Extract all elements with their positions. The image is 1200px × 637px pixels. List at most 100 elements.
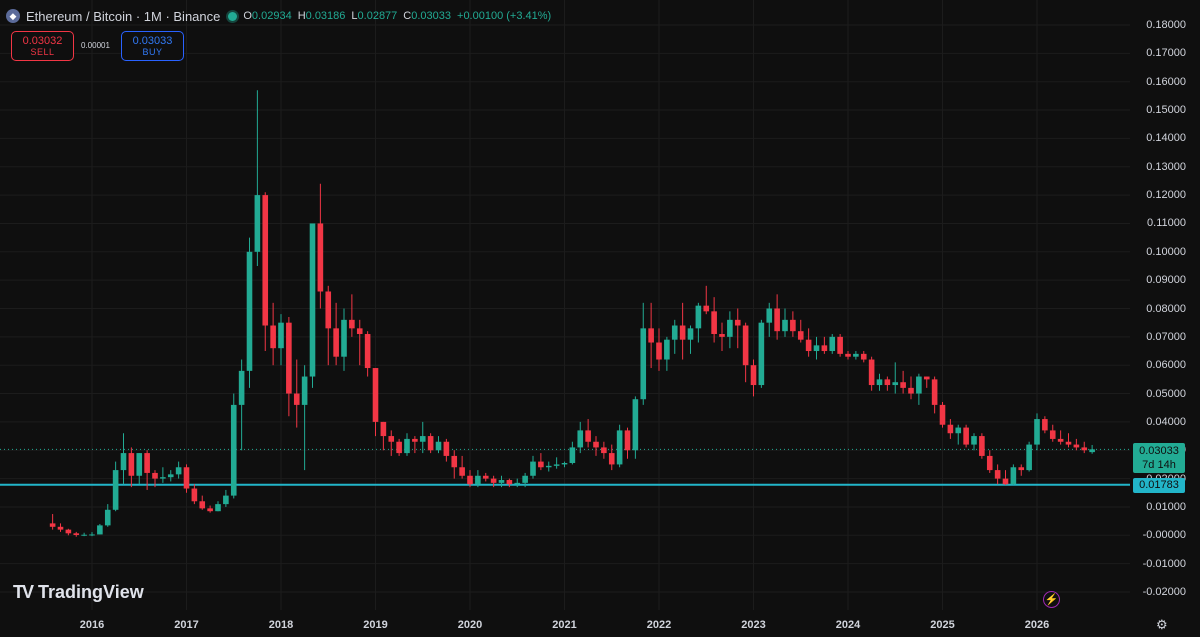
candle [1089, 444, 1095, 454]
candle-body [616, 430, 623, 465]
candle-body [892, 382, 899, 386]
sell-button[interactable]: 0.03032 SELL [11, 31, 74, 61]
candle [278, 314, 284, 366]
price-axis[interactable]: 0.18000 0.17000 0.16000 0.15000 0.14000 0.130… [1130, 0, 1200, 610]
tradingview-logo[interactable]: TV TradingView [13, 582, 144, 603]
candle-body [750, 365, 757, 386]
candle-body [821, 345, 828, 352]
candle [640, 302, 647, 405]
candle [664, 336, 670, 371]
candle [144, 450, 150, 490]
time-tick-label: 2018 [268, 619, 294, 631]
candle-body [490, 478, 497, 483]
symbol-title[interactable]: Ethereum / Bitcoin · 1M · Binance [26, 8, 221, 24]
candle [183, 464, 190, 493]
spread-value: 0.00001 [81, 41, 110, 50]
candle [65, 528, 72, 536]
candle [1081, 441, 1088, 454]
candle-body [538, 461, 544, 468]
candle [774, 294, 780, 340]
candle-body [380, 421, 387, 437]
candle-body [971, 436, 977, 445]
ohlc-change: +0.00100 (+3.41%) [457, 10, 552, 22]
candle-body [467, 475, 473, 485]
candle [860, 351, 867, 363]
time-tick-label: 2025 [930, 619, 955, 631]
candle [758, 319, 765, 388]
candle-body [1089, 449, 1095, 453]
candle [931, 376, 938, 414]
price-tick-label: 0.04000 [1146, 415, 1186, 428]
candle [372, 368, 379, 437]
candle-body [624, 430, 631, 451]
candle-body [1010, 467, 1017, 485]
candle [175, 461, 182, 479]
candle-body [435, 441, 442, 451]
candle [1065, 433, 1072, 448]
candle-body [774, 308, 780, 332]
price-tick-label: 0.17000 [1146, 47, 1186, 60]
tradingview-mark: TV [13, 582, 34, 602]
price-chart[interactable] [0, 0, 1130, 610]
price-tick-label: 0.01000 [1146, 500, 1186, 513]
candle [1018, 464, 1025, 476]
candle [223, 489, 229, 507]
candle [451, 450, 458, 479]
candle-body [1057, 438, 1064, 442]
candle-body [514, 482, 521, 485]
buy-button[interactable]: 0.03033 BUY [121, 31, 184, 61]
settings-gear-icon[interactable]: ⚙ [1156, 617, 1168, 632]
lightning-icon[interactable]: ⚡ [1043, 591, 1060, 608]
candle-body [577, 430, 584, 448]
candle [719, 322, 725, 352]
candle-body [175, 467, 182, 475]
candle-body [215, 504, 221, 512]
candle-body [443, 441, 450, 456]
candle [73, 531, 80, 537]
candle-body [545, 465, 552, 468]
candle [585, 419, 591, 448]
time-tick-label: 2021 [552, 619, 577, 631]
ethereum-icon[interactable]: ◆ [6, 9, 20, 23]
candle [364, 331, 371, 377]
candle [687, 325, 694, 354]
candle [656, 328, 662, 371]
candle [1034, 413, 1040, 451]
candle [750, 359, 757, 397]
time-axis[interactable]: 2016 2017 2018 2019 2020 2021 2022 2023 2024 2025… [0, 610, 1130, 637]
price-tick-label: 0.12000 [1146, 189, 1186, 202]
candle-body [608, 453, 615, 465]
candle [679, 302, 686, 360]
tradingview-name: TradingView [38, 582, 144, 602]
candle [892, 362, 899, 394]
candle-body [270, 325, 276, 349]
candle [207, 505, 213, 513]
candle-body [742, 325, 749, 366]
horizontal-line-price-tag[interactable]: 0.01783 [1133, 478, 1185, 493]
candle [616, 424, 623, 468]
candle-body [1049, 430, 1056, 439]
time-tick-label: 2026 [1024, 619, 1050, 631]
candle-body [325, 291, 332, 329]
candle [467, 470, 473, 488]
candle [530, 455, 536, 479]
candle-body [797, 331, 804, 340]
candle-body [711, 311, 717, 335]
price-tick-label: 0.09000 [1146, 274, 1186, 287]
candle-body [152, 472, 158, 479]
candle-body [356, 328, 363, 335]
sell-price: 0.03032 [22, 35, 63, 47]
candle [380, 421, 387, 451]
candle [104, 504, 111, 527]
candle [57, 523, 64, 532]
candle [538, 453, 544, 471]
candle-body [719, 334, 725, 337]
candlestick-chart[interactable] [0, 0, 1130, 610]
ohlc-open: O0.02934 [243, 10, 292, 22]
candle [994, 464, 1001, 485]
candle [81, 532, 87, 537]
candle-body [81, 534, 87, 536]
candle [270, 302, 276, 366]
candle [553, 457, 560, 469]
candle-body [687, 328, 694, 340]
